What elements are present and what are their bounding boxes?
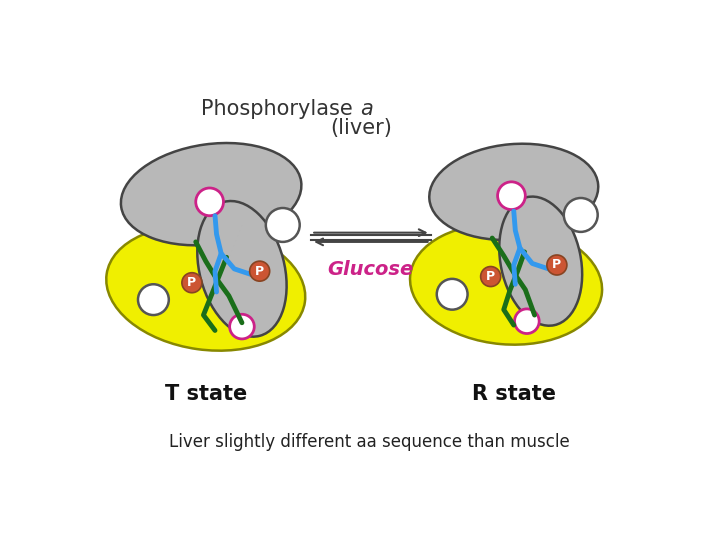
Circle shape xyxy=(182,273,202,293)
Text: Glucose: Glucose xyxy=(328,260,414,279)
Ellipse shape xyxy=(429,144,598,240)
Circle shape xyxy=(196,188,223,215)
Circle shape xyxy=(250,261,270,281)
Circle shape xyxy=(498,182,526,210)
Circle shape xyxy=(437,279,467,309)
Text: Liver slightly different aa sequence than muscle: Liver slightly different aa sequence tha… xyxy=(168,433,570,451)
Text: P: P xyxy=(255,265,264,278)
Circle shape xyxy=(138,284,168,315)
Circle shape xyxy=(481,267,500,287)
Text: R state: R state xyxy=(472,384,556,404)
Circle shape xyxy=(515,309,539,334)
Circle shape xyxy=(230,314,254,339)
Text: Phosphorylase: Phosphorylase xyxy=(202,99,360,119)
Text: T state: T state xyxy=(165,384,247,404)
Circle shape xyxy=(266,208,300,242)
Text: a: a xyxy=(360,99,372,119)
Text: P: P xyxy=(486,270,495,283)
Text: P: P xyxy=(187,276,197,289)
Text: P: P xyxy=(552,259,562,272)
Circle shape xyxy=(547,255,567,275)
Ellipse shape xyxy=(197,201,287,336)
Ellipse shape xyxy=(499,197,582,326)
Ellipse shape xyxy=(410,224,602,345)
Text: (liver): (liver) xyxy=(330,118,392,138)
Circle shape xyxy=(564,198,598,232)
Ellipse shape xyxy=(107,226,305,350)
Ellipse shape xyxy=(121,143,302,245)
